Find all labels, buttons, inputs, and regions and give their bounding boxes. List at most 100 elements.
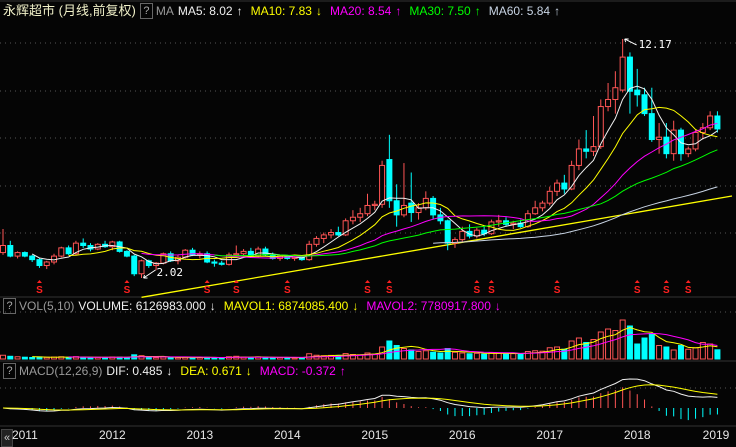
candles xyxy=(0,38,721,278)
candle xyxy=(626,52,633,114)
volume-bar xyxy=(408,349,415,360)
candle-body xyxy=(313,237,320,245)
candle-body xyxy=(532,207,539,215)
volume-bar xyxy=(14,356,21,360)
volume-bar xyxy=(415,351,422,360)
volume-bar xyxy=(590,339,597,360)
signal-marker: S xyxy=(386,285,393,296)
candle xyxy=(619,38,626,93)
x-axis-label: 2012 xyxy=(98,428,126,442)
candle-body xyxy=(575,148,582,166)
candle xyxy=(138,259,145,278)
ma60-value: MA60: 5.84 xyxy=(488,4,551,18)
indicator-name[interactable]: MA xyxy=(155,4,174,18)
candle-body xyxy=(233,253,240,256)
ma5-line xyxy=(31,85,718,265)
volume-bar xyxy=(641,337,648,360)
arrow-up-icon: ↑ xyxy=(474,4,481,18)
signal-arrow-icon xyxy=(36,280,42,283)
ma30-line xyxy=(214,149,718,257)
candle-body xyxy=(240,250,247,255)
signal-marker: S xyxy=(663,285,670,296)
candle xyxy=(466,224,473,239)
signal-marker: S xyxy=(364,285,371,296)
volume-indicator-name[interactable]: VOL(5,10) xyxy=(19,299,75,313)
volume-bar xyxy=(473,352,480,360)
candle-body xyxy=(80,242,87,247)
candle-body xyxy=(29,255,36,261)
candle xyxy=(444,219,451,251)
candle-body xyxy=(612,87,619,100)
candle xyxy=(211,259,218,267)
help-button[interactable]: ? xyxy=(3,363,16,379)
ma10-value: MA10: 7.83 xyxy=(250,4,312,18)
candle-body xyxy=(65,247,72,255)
ma30-value: MA30: 7.50 xyxy=(409,4,471,18)
mavol1-value: MAVOL1: 6874085.400 xyxy=(223,299,349,313)
candle xyxy=(80,238,87,248)
candle-body xyxy=(546,190,553,204)
candle xyxy=(561,174,568,194)
signal-marker: S xyxy=(685,285,692,296)
candle xyxy=(225,252,232,266)
volume-value: VOLUME: 6126983.000 xyxy=(78,299,206,313)
candle-body xyxy=(677,129,684,155)
volume-bar xyxy=(102,357,109,360)
scroll-left-button[interactable]: « xyxy=(1,429,13,447)
dea-line xyxy=(2,384,718,411)
candle-body xyxy=(634,89,641,96)
candle-body xyxy=(605,98,612,108)
x-axis-label: 2016 xyxy=(448,428,476,442)
volume-bar xyxy=(663,346,670,360)
volume-bar xyxy=(145,356,152,360)
candle-body xyxy=(707,115,714,129)
candle-body xyxy=(400,204,407,216)
candle xyxy=(379,160,386,208)
candle xyxy=(459,226,466,242)
signal-marker: S xyxy=(233,285,240,296)
arrow-up-icon: ↑ xyxy=(554,4,561,18)
volume-bar xyxy=(612,330,619,360)
candle-body xyxy=(561,182,568,190)
low-price-label: 2.02 xyxy=(157,266,184,279)
dif-value: DIF: 0.485 xyxy=(106,364,163,378)
candle-body xyxy=(14,252,21,257)
volume-bar xyxy=(0,354,6,360)
help-button[interactable]: ? xyxy=(3,298,16,314)
volume-bar xyxy=(269,357,276,360)
volume-bar xyxy=(677,345,684,360)
candle xyxy=(0,229,6,255)
candle xyxy=(699,123,706,140)
volume-bar xyxy=(605,328,612,360)
candle xyxy=(568,160,575,191)
candle-body xyxy=(379,164,386,205)
ma20-line xyxy=(141,122,718,259)
candle-body xyxy=(138,260,145,275)
volume-bar xyxy=(87,357,94,360)
arrow-down-icon: ↓ xyxy=(315,4,322,18)
candle-body xyxy=(211,261,218,264)
price-panel-header: 永辉超市 (月线,前复权) ? MA MA5: 8.02 ↑ MA10: 7.83… xyxy=(3,3,568,19)
volume-bar xyxy=(532,350,539,360)
volume-bar xyxy=(597,331,604,360)
help-button[interactable]: ? xyxy=(139,3,153,19)
macd-indicator-name[interactable]: MACD(12,26,9) xyxy=(19,364,103,378)
x-axis-label: 2014 xyxy=(273,428,301,442)
signal-arrow-icon xyxy=(474,280,480,283)
candle-body xyxy=(7,245,14,257)
candle-body xyxy=(656,136,663,141)
x-axis-label: 2013 xyxy=(186,428,214,442)
candle-body xyxy=(123,250,130,257)
candle-body xyxy=(590,146,597,152)
volume-bar xyxy=(7,355,14,360)
candle-body xyxy=(145,260,152,267)
candle xyxy=(306,240,313,261)
candle-body xyxy=(36,259,43,267)
signal-marker: S xyxy=(36,285,43,296)
signal-arrow-icon xyxy=(663,280,669,283)
candle xyxy=(546,186,553,206)
candle xyxy=(575,139,582,171)
candle-body xyxy=(692,131,699,150)
candle-body xyxy=(459,230,466,241)
